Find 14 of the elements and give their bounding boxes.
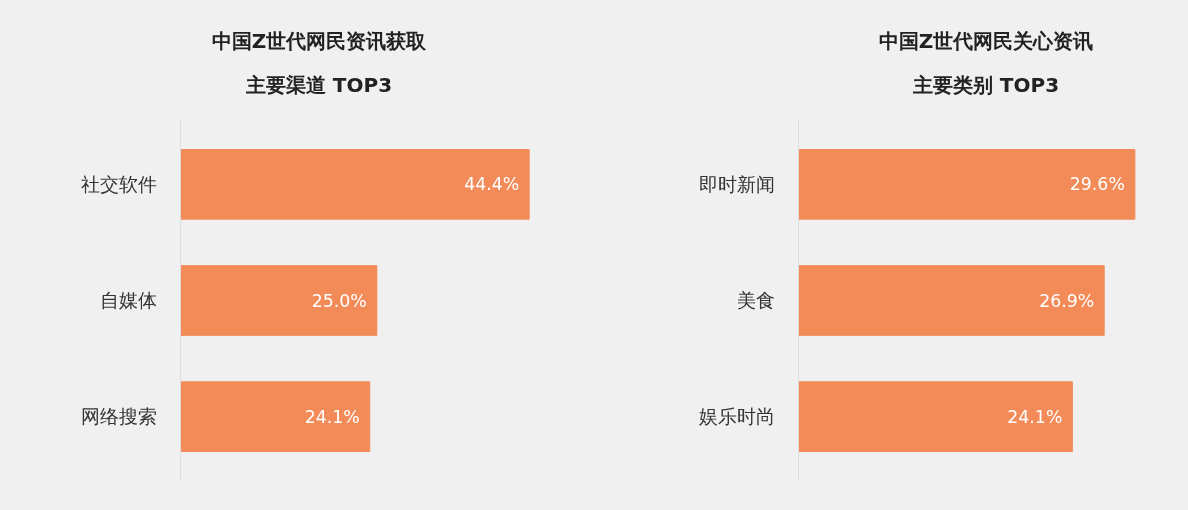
data-label: 29.6% — [1069, 174, 1125, 195]
y-tick-label: 自媒体 — [99, 290, 157, 311]
data-label: 26.9% — [1039, 290, 1095, 311]
data-label: 24.1% — [304, 406, 360, 427]
y-tick-label: 娱乐时尚 — [698, 406, 775, 428]
y-tick-label: 美食 — [736, 290, 775, 311]
data-label: 44.4% — [464, 174, 520, 195]
chart-title: 中国Z世代网民资讯获取主要渠道 TOP3 — [210, 28, 428, 99]
y-tick-label: 即时新闻 — [698, 173, 775, 195]
data-label: 24.1% — [1007, 406, 1063, 427]
data-label: 25.0% — [311, 290, 367, 311]
y-tick-label: 网络搜索 — [80, 406, 157, 428]
y-tick-label: 社交软件 — [80, 173, 157, 195]
chart-title: 中国Z世代网民关心资讯主要类别 TOP3 — [877, 28, 1095, 99]
